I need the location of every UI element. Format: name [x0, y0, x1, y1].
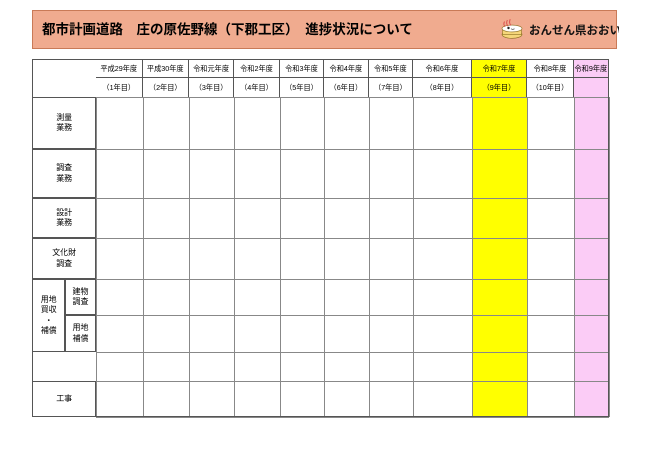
svg-text:おんせん県おおいた: おんせん県おおいた — [529, 24, 619, 37]
